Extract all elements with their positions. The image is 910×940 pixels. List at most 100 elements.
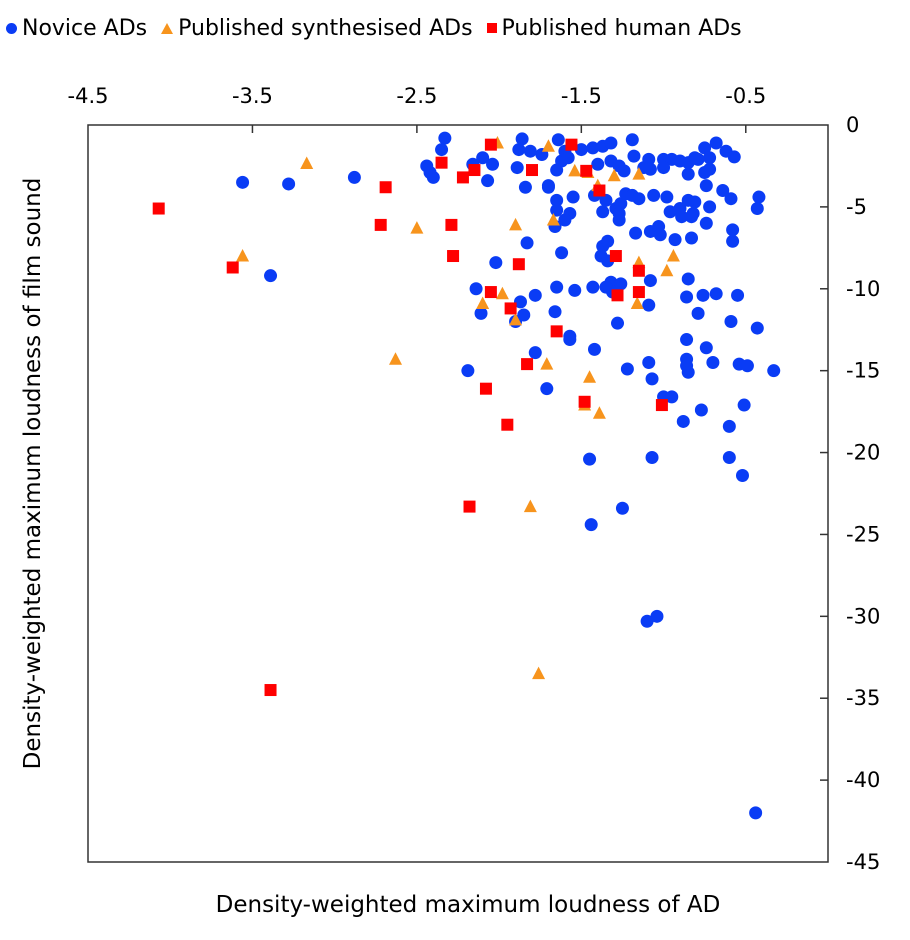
data-point-square-2-10 (484, 286, 497, 299)
data-point-square-2-3 (379, 181, 392, 194)
data-point-circle-0-60 (699, 216, 713, 230)
data-point-circle-0-147 (676, 414, 690, 428)
data-point-circle-0-149 (737, 398, 751, 412)
data-point-square-2-7 (456, 171, 469, 184)
data-point-triangle-1-5 (541, 139, 555, 152)
data-point-triangle-1-10 (509, 312, 523, 326)
data-point-circle-0-141 (520, 236, 534, 250)
data-point-circle-0-70 (558, 213, 572, 227)
data-point-circle-0-150 (583, 452, 597, 466)
data-point-circle-0-84 (660, 190, 674, 204)
data-point-circle-0-85 (663, 205, 677, 219)
data-point-circle-0-110 (642, 298, 656, 312)
data-point-circle-0-65 (541, 179, 555, 193)
data-point-circle-0-128 (469, 282, 483, 296)
data-point-circle-0-77 (614, 197, 628, 211)
data-point-triangle-1-0 (300, 156, 314, 169)
data-point-circle-0-115 (587, 342, 601, 356)
data-point-square-2-20 (611, 289, 624, 302)
data-point-square-2-8 (468, 164, 481, 177)
data-point-circle-0-156 (640, 614, 654, 628)
data-point-circle-0-10 (476, 151, 490, 165)
data-point-triangle-1-6 (509, 217, 523, 231)
x-tick-label: -3.5 (232, 84, 273, 108)
data-point-circle-0-0 (236, 175, 250, 189)
data-point-triangle-1-11 (540, 357, 554, 370)
data-point-circle-0-87 (673, 202, 687, 216)
data-point-circle-0-79 (612, 213, 626, 227)
legend-triangle-marker-icon (161, 22, 174, 34)
data-point-circle-0-46 (727, 150, 741, 164)
data-point-circle-0-123 (740, 359, 754, 373)
data-point-triangle-1-18 (666, 249, 680, 262)
data-point-circle-0-120 (681, 365, 695, 379)
y-tick-label: 0 (846, 113, 859, 137)
data-point-circle-0-48 (681, 167, 695, 181)
x-axis-ticks: -4.5 -3.5 -2.5 -1.5 -0.5 (68, 84, 766, 133)
x-axis-title: Density-weighted maximum loudness of AD (216, 892, 721, 918)
x-tick-label: -1.5 (561, 84, 602, 108)
data-point-square-2-1 (226, 261, 239, 274)
data-point-circle-0-28 (604, 136, 618, 150)
data-point-triangle-1-14 (607, 168, 621, 182)
data-point-square-2-2 (374, 218, 387, 231)
legend-circle-marker-icon (6, 22, 17, 34)
data-point-square-2-26 (501, 418, 514, 431)
data-point-circle-0-53 (699, 179, 713, 193)
legend-item-synthesised: Published synthesised ADs (161, 15, 473, 41)
data-point-square-2-11 (504, 302, 517, 315)
data-point-circle-0-36 (617, 164, 631, 178)
data-point-circle-0-139 (528, 346, 542, 360)
data-point-circle-0-50 (703, 162, 717, 176)
data-point-square-2-12 (512, 258, 525, 271)
data-point-triangle-1-23 (592, 406, 606, 419)
data-point-triangle-1-21 (583, 370, 597, 383)
data-point-circle-0-103 (643, 274, 657, 288)
data-point-circle-0-93 (653, 228, 667, 242)
data-point-circle-0-102 (614, 277, 628, 291)
data-point-triangle-1-2 (389, 352, 403, 365)
data-point-circle-0-126 (642, 355, 656, 369)
y-tick-label: -40 (846, 768, 880, 792)
y-tick-label: -25 (846, 522, 880, 546)
y-axis-ticks: 0 -5 -10 -15 -20 -25 -30 -35 -40 -45 (820, 113, 880, 874)
data-point-circle-0-11 (486, 157, 500, 171)
data-point-circle-0-55 (724, 192, 738, 206)
data-point-triangle-1-20 (630, 296, 644, 310)
data-point-square-2-19 (609, 250, 622, 263)
legend-label: Published synthesised ADs (178, 15, 473, 41)
data-point-circle-0-105 (680, 290, 694, 304)
data-point-circle-0-12 (481, 174, 495, 188)
chart-legend: Novice ADs Published synthesised ADs Pub… (6, 12, 756, 44)
data-point-triangle-1-1 (236, 249, 250, 262)
data-point-circle-0-57 (750, 202, 764, 216)
data-point-circle-0-134 (550, 280, 564, 294)
data-point-circle-0-127 (645, 372, 659, 386)
data-point-circle-0-89 (685, 210, 699, 224)
data-point-circle-0-151 (645, 450, 659, 464)
data-point-circle-0-146 (694, 403, 708, 417)
data-point-square-2-9 (484, 138, 497, 151)
data-point-square-2-17 (580, 164, 593, 177)
data-point-triangle-1-25 (532, 666, 546, 680)
x-tick-label: -2.5 (396, 84, 437, 108)
data-point-circle-0-136 (563, 329, 577, 343)
data-point-square-2-21 (632, 264, 645, 277)
data-point-circle-0-88 (681, 193, 695, 207)
data-point-circle-0-51 (643, 162, 657, 176)
data-point-circle-0-47 (688, 151, 702, 165)
data-point-circle-0-148 (722, 419, 736, 433)
data-point-square-2-23 (578, 395, 591, 408)
data-point-circle-0-72 (555, 246, 569, 260)
data-point-circle-0-14 (515, 132, 529, 146)
data-point-circle-0-154 (615, 501, 629, 515)
data-point-circle-0-68 (566, 190, 580, 204)
data-point-circle-0-158 (749, 806, 763, 820)
data-point-circle-0-25 (561, 151, 575, 165)
data-point-circle-0-133 (528, 288, 542, 302)
data-point-circle-0-75 (596, 205, 610, 219)
data-point-circle-0-5 (435, 143, 449, 157)
data-point-square-2-4 (435, 156, 448, 169)
data-point-circle-0-124 (767, 364, 781, 378)
